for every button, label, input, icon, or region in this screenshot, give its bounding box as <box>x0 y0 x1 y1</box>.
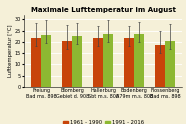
Title: Maximale Lufttemperatur im August: Maximale Lufttemperatur im August <box>31 7 176 13</box>
Legend: 1961 - 1990, 1991 - 2016: 1961 - 1990, 1991 - 2016 <box>61 118 146 124</box>
Bar <box>62 41 72 87</box>
Bar <box>72 36 82 87</box>
Y-axis label: Lufttemperatur [°C]: Lufttemperatur [°C] <box>8 25 13 77</box>
Bar <box>165 41 175 87</box>
Bar <box>93 38 103 87</box>
Bar <box>31 38 41 87</box>
Bar <box>124 38 134 87</box>
Bar <box>103 34 113 87</box>
Bar <box>41 35 51 87</box>
Bar <box>155 45 165 87</box>
Bar <box>134 34 144 87</box>
